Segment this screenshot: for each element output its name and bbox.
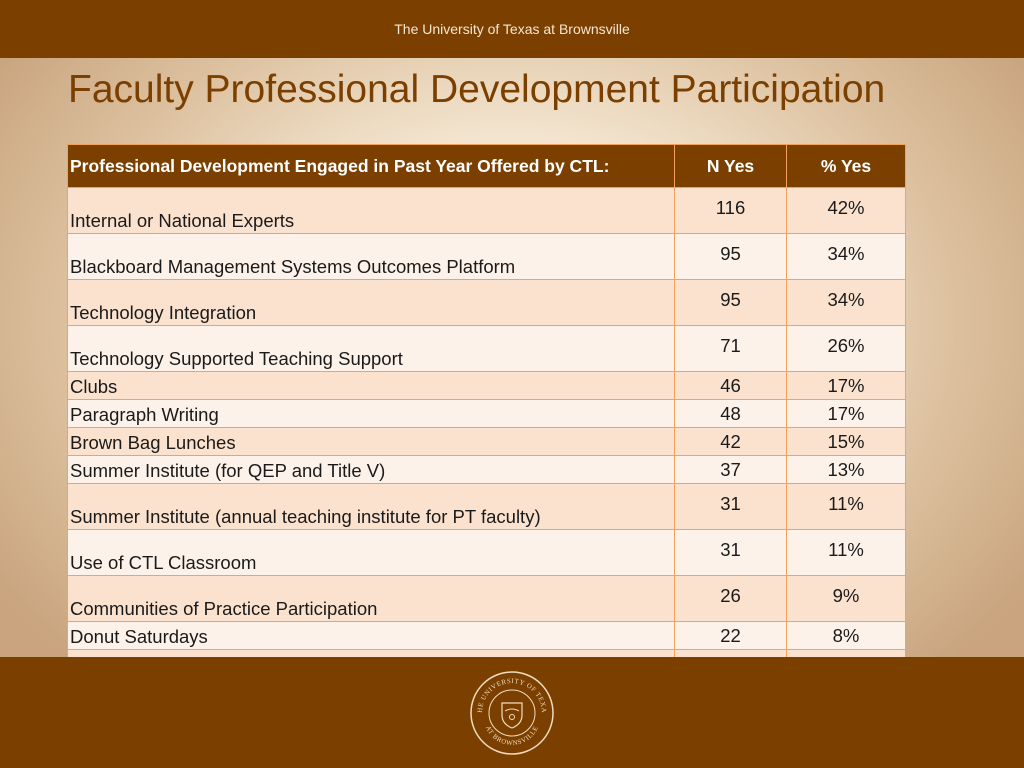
row-pct-yes: 26% <box>786 325 906 372</box>
row-label: Clubs <box>67 371 675 400</box>
table-row: Donut Saturdays 22 8% <box>67 621 906 650</box>
table-row: Clubs 46 17% <box>67 371 906 400</box>
column-header-pct-yes: % Yes <box>786 144 906 188</box>
header-bar: The University of Texas at Brownsville <box>0 0 1024 58</box>
table-row: Use of CTL Classroom 31 11% <box>67 529 906 576</box>
row-label: Donut Saturdays <box>67 621 675 650</box>
row-n-yes: 116 <box>674 187 787 234</box>
row-label: Technology Supported Teaching Support <box>67 325 675 372</box>
table-row: Communities of Practice Participation 26… <box>67 575 906 622</box>
row-pct-yes: 34% <box>786 279 906 326</box>
row-pct-yes: 8% <box>786 621 906 650</box>
row-pct-yes: 9% <box>786 575 906 622</box>
row-pct-yes: 17% <box>786 399 906 428</box>
row-n-yes: 46 <box>674 371 787 400</box>
column-header-category: Professional Development Engaged in Past… <box>67 144 675 188</box>
table-row: Paragraph Writing 48 17% <box>67 399 906 428</box>
row-n-yes: 37 <box>674 455 787 484</box>
table-row: Brown Bag Lunches 42 15% <box>67 427 906 456</box>
row-n-yes: 31 <box>674 529 787 576</box>
row-label: Technology Integration <box>67 279 675 326</box>
row-label: Summer Institute (annual teaching instit… <box>67 483 675 530</box>
table-row: Summer Institute (for QEP and Title V) 3… <box>67 455 906 484</box>
row-n-yes: 95 <box>674 233 787 280</box>
row-n-yes: 95 <box>674 279 787 326</box>
row-n-yes: 26 <box>674 575 787 622</box>
row-pct-yes: 17% <box>786 371 906 400</box>
footer-bar <box>0 657 1024 768</box>
table-row: Internal or National Experts 116 42% <box>67 187 906 234</box>
row-pct-yes: 15% <box>786 427 906 456</box>
university-seal-icon: THE UNIVERSITY OF TEXAS AT BROWNSVILLE <box>469 670 554 755</box>
row-label: Brown Bag Lunches <box>67 427 675 456</box>
table-row: Technology Integration 95 34% <box>67 279 906 326</box>
table-row: Summer Institute (annual teaching instit… <box>67 483 906 530</box>
row-label: Communities of Practice Participation <box>67 575 675 622</box>
row-n-yes: 42 <box>674 427 787 456</box>
row-label: Paragraph Writing <box>67 399 675 428</box>
row-pct-yes: 42% <box>786 187 906 234</box>
svg-text:THE UNIVERSITY OF TEXAS: THE UNIVERSITY OF TEXAS <box>469 670 547 713</box>
participation-table: Professional Development Engaged in Past… <box>67 144 906 678</box>
row-n-yes: 31 <box>674 483 787 530</box>
row-pct-yes: 13% <box>786 455 906 484</box>
row-n-yes: 22 <box>674 621 787 650</box>
row-pct-yes: 11% <box>786 483 906 530</box>
row-label: Use of CTL Classroom <box>67 529 675 576</box>
table-row: Technology Supported Teaching Support 71… <box>67 325 906 372</box>
row-n-yes: 71 <box>674 325 787 372</box>
row-label: Summer Institute (for QEP and Title V) <box>67 455 675 484</box>
row-pct-yes: 11% <box>786 529 906 576</box>
row-label: Blackboard Management Systems Outcomes P… <box>67 233 675 280</box>
row-pct-yes: 34% <box>786 233 906 280</box>
row-n-yes: 48 <box>674 399 787 428</box>
table-row: Blackboard Management Systems Outcomes P… <box>67 233 906 280</box>
slide-title: Faculty Professional Development Partici… <box>68 68 886 111</box>
institution-name: The University of Texas at Brownsville <box>394 21 630 37</box>
table-header-row: Professional Development Engaged in Past… <box>67 144 906 188</box>
column-header-n-yes: N Yes <box>674 144 787 188</box>
row-label: Internal or National Experts <box>67 187 675 234</box>
